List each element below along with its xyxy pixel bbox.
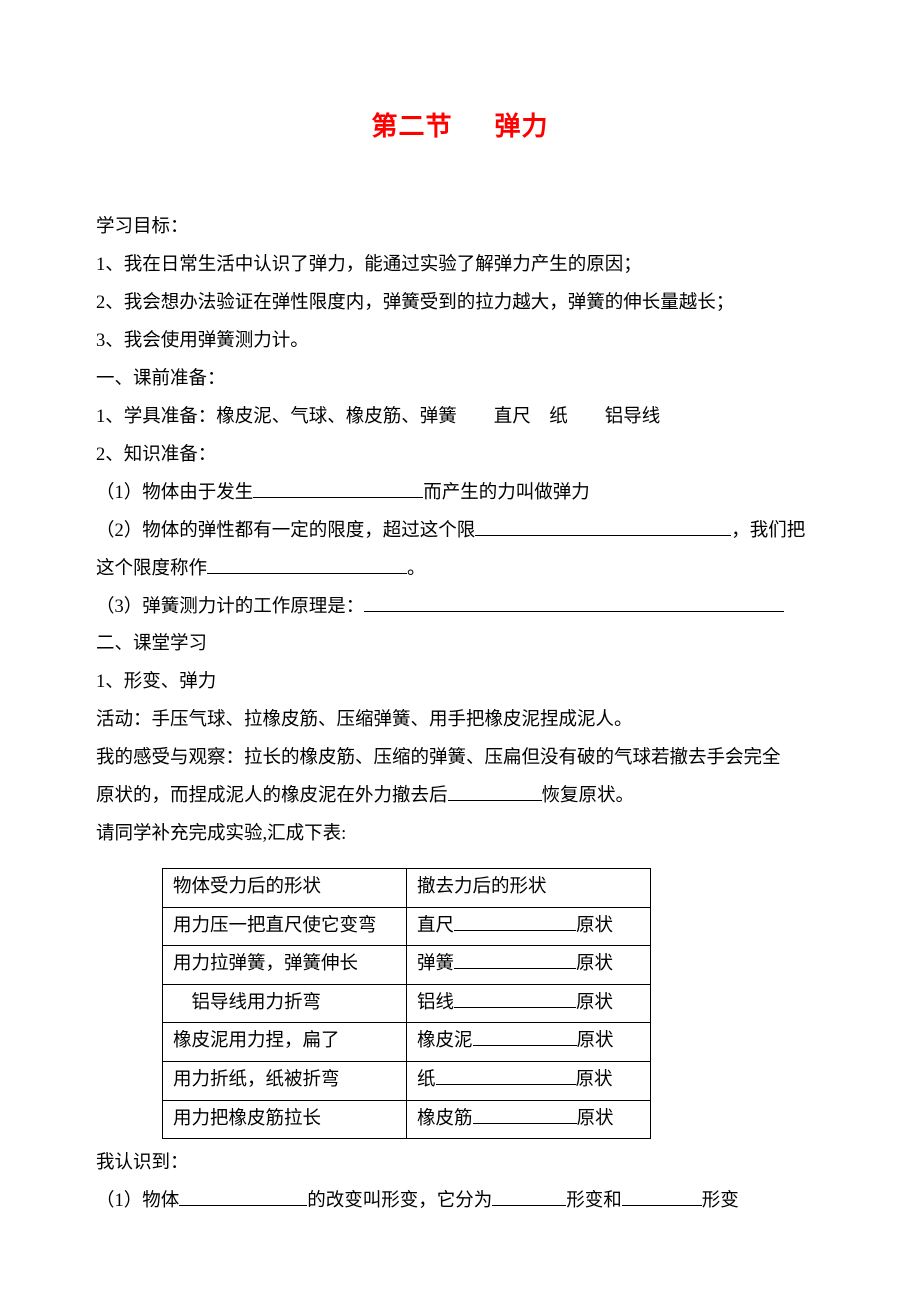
cell-after: 橡皮筋 原状	[407, 1100, 651, 1139]
cell-obj: 直尺	[417, 916, 454, 936]
fill-blank-q1: （1）物体由于发生 而产生的力叫做弹力	[96, 475, 824, 513]
table-header-row: 物体受力后的形状 撤去力后的形状	[163, 868, 651, 907]
table-row: 用力把橡皮筋拉长 橡皮筋 原状	[163, 1100, 651, 1139]
cell-obj: 弹簧	[417, 954, 454, 974]
c1-blank-3[interactable]	[622, 1187, 702, 1207]
q1-blank[interactable]	[253, 478, 423, 498]
cell-suffix: 原状	[577, 1031, 614, 1051]
c1-text-a: （1）物体	[96, 1191, 179, 1211]
heading-objectives: 学习目标：	[96, 209, 824, 247]
title-part2: 弹力	[495, 111, 549, 141]
cell-suffix: 原状	[577, 1109, 614, 1129]
cell-blank[interactable]	[473, 1105, 577, 1124]
knowledge-prep-heading: 2、知识准备：	[96, 437, 824, 475]
q3-blank[interactable]	[364, 592, 784, 612]
c1-text-b: 的改变叫形变，它分为	[307, 1191, 492, 1211]
table-row: 铝导线用力折弯 铝线 原状	[163, 984, 651, 1023]
cell-before: 用力折纸，纸被折弯	[163, 1061, 407, 1100]
fill-blank-q3: （3）弹簧测力计的工作原理是：	[96, 589, 824, 627]
cell-obj: 纸	[417, 1070, 436, 1090]
c1-text-d: 形变	[702, 1191, 739, 1211]
cell-obj: 橡皮筋	[417, 1109, 473, 1129]
cell-before: 用力拉弹簧，弹簧伸长	[163, 946, 407, 985]
q2c-blank[interactable]	[207, 554, 407, 574]
cell-before: 用力把橡皮筋拉长	[163, 1100, 407, 1139]
cell-obj: 铝线	[417, 993, 454, 1013]
c1-blank-1[interactable]	[179, 1187, 307, 1207]
activity-line: 活动：手压气球、拉橡皮筋、压缩弹簧、用手把橡皮泥捏成泥人。	[96, 702, 824, 740]
cell-before: 用力压一把直尺使它变弯	[163, 907, 407, 946]
cell-suffix: 原状	[576, 916, 613, 936]
experiment-table: 物体受力后的形状 撤去力后的形状 用力压一把直尺使它变弯 直尺原状 用力拉弹簧，…	[162, 868, 651, 1139]
q1-text-a: （1）物体由于发生	[96, 483, 253, 503]
observation-line-1: 我的感受与观察：拉长的橡皮筋、压缩的弹簧、压扁但没有破的气球若撤去手会完全	[96, 740, 824, 778]
table-intro: 请同学补充完成实验,汇成下表:	[96, 816, 824, 854]
q1-text-b: 而产生的力叫做弹力	[423, 483, 590, 503]
cell-blank[interactable]	[454, 912, 576, 931]
th-after: 撤去力后的形状	[407, 868, 651, 907]
cell-before: 铝导线用力折弯	[163, 984, 407, 1023]
obs-text-a: 原状的，而捏成泥人的橡皮泥在外力撤去后	[96, 786, 448, 806]
cell-after: 纸 原状	[407, 1061, 651, 1100]
fill-blank-q2: （2）物体的弹性都有一定的限度，超过这个限 ，我们把	[96, 513, 824, 551]
objective-1: 1、我在日常生活中认识了弹力，能通过实验了解弹力产生的原因；	[96, 247, 824, 285]
q2c-text-b: 。	[407, 559, 426, 579]
conclusion-fill-blank: （1）物体 的改变叫形变，它分为 形变和 形变	[96, 1183, 824, 1221]
obs-blank[interactable]	[448, 782, 542, 802]
table-row: 用力拉弹簧，弹簧伸长 弹簧 原状	[163, 946, 651, 985]
table-row: 用力折纸，纸被折弯 纸 原状	[163, 1061, 651, 1100]
cell-suffix: 原状	[576, 1070, 613, 1090]
document-page: 第二节 弹力 学习目标： 1、我在日常生活中认识了弹力，能通过实验了解弹力产生的原…	[0, 0, 920, 1302]
cell-suffix: 原状	[576, 954, 613, 974]
heading-preparation: 一、课前准备：	[96, 361, 824, 399]
cell-suffix: 原状	[576, 993, 613, 1013]
subheading-deformation: 1、形变、弹力	[96, 664, 824, 702]
th-before: 物体受力后的形状	[163, 868, 407, 907]
cell-after: 橡皮泥 原状	[407, 1023, 651, 1062]
cell-after: 弹簧 原状	[407, 946, 651, 985]
table-row: 用力压一把直尺使它变弯 直尺 原状	[163, 907, 651, 946]
heading-classroom: 二、课堂学习	[96, 626, 824, 664]
cell-obj: 橡皮泥	[417, 1031, 473, 1051]
q2-blank[interactable]	[475, 516, 731, 536]
conclusion-heading: 我认识到：	[96, 1145, 824, 1183]
q2-text-b: ，我们把	[731, 521, 805, 541]
c1-blank-2[interactable]	[492, 1187, 566, 1207]
cell-blank[interactable]	[454, 989, 576, 1008]
cell-blank[interactable]	[436, 1066, 576, 1085]
q2-text-a: （2）物体的弹性都有一定的限度，超过这个限	[96, 521, 475, 541]
obs-text-b: 恢复原状。	[542, 786, 635, 806]
observation-line-2: 原状的，而捏成泥人的橡皮泥在外力撤去后 恢复原状。	[96, 778, 824, 816]
cell-blank[interactable]	[473, 1028, 577, 1047]
cell-after: 铝线 原状	[407, 984, 651, 1023]
title-part1: 第二节	[371, 111, 452, 141]
document-title: 第二节 弹力	[96, 100, 824, 153]
cell-before: 橡皮泥用力捏，扁了	[163, 1023, 407, 1062]
q3-text-a: （3）弹簧测力计的工作原理是：	[96, 597, 364, 617]
table-row: 橡皮泥用力捏，扁了 橡皮泥 原状	[163, 1023, 651, 1062]
cell-blank[interactable]	[454, 951, 576, 970]
q2c-text-a: 这个限度称作	[96, 559, 207, 579]
cell-after: 直尺 原状	[407, 907, 651, 946]
fill-blank-q2-cont: 这个限度称作 。	[96, 551, 824, 589]
objective-2: 2、我会想办法验证在弹性限度内，弹簧受到的拉力越大，弹簧的伸长量越长；	[96, 285, 824, 323]
materials-list: 1、学具准备：橡皮泥、气球、橡皮筋、弹簧 直尺 纸 铝导线	[96, 399, 824, 437]
objective-3: 3、我会使用弹簧测力计。	[96, 323, 824, 361]
c1-text-c: 形变和	[566, 1191, 622, 1211]
